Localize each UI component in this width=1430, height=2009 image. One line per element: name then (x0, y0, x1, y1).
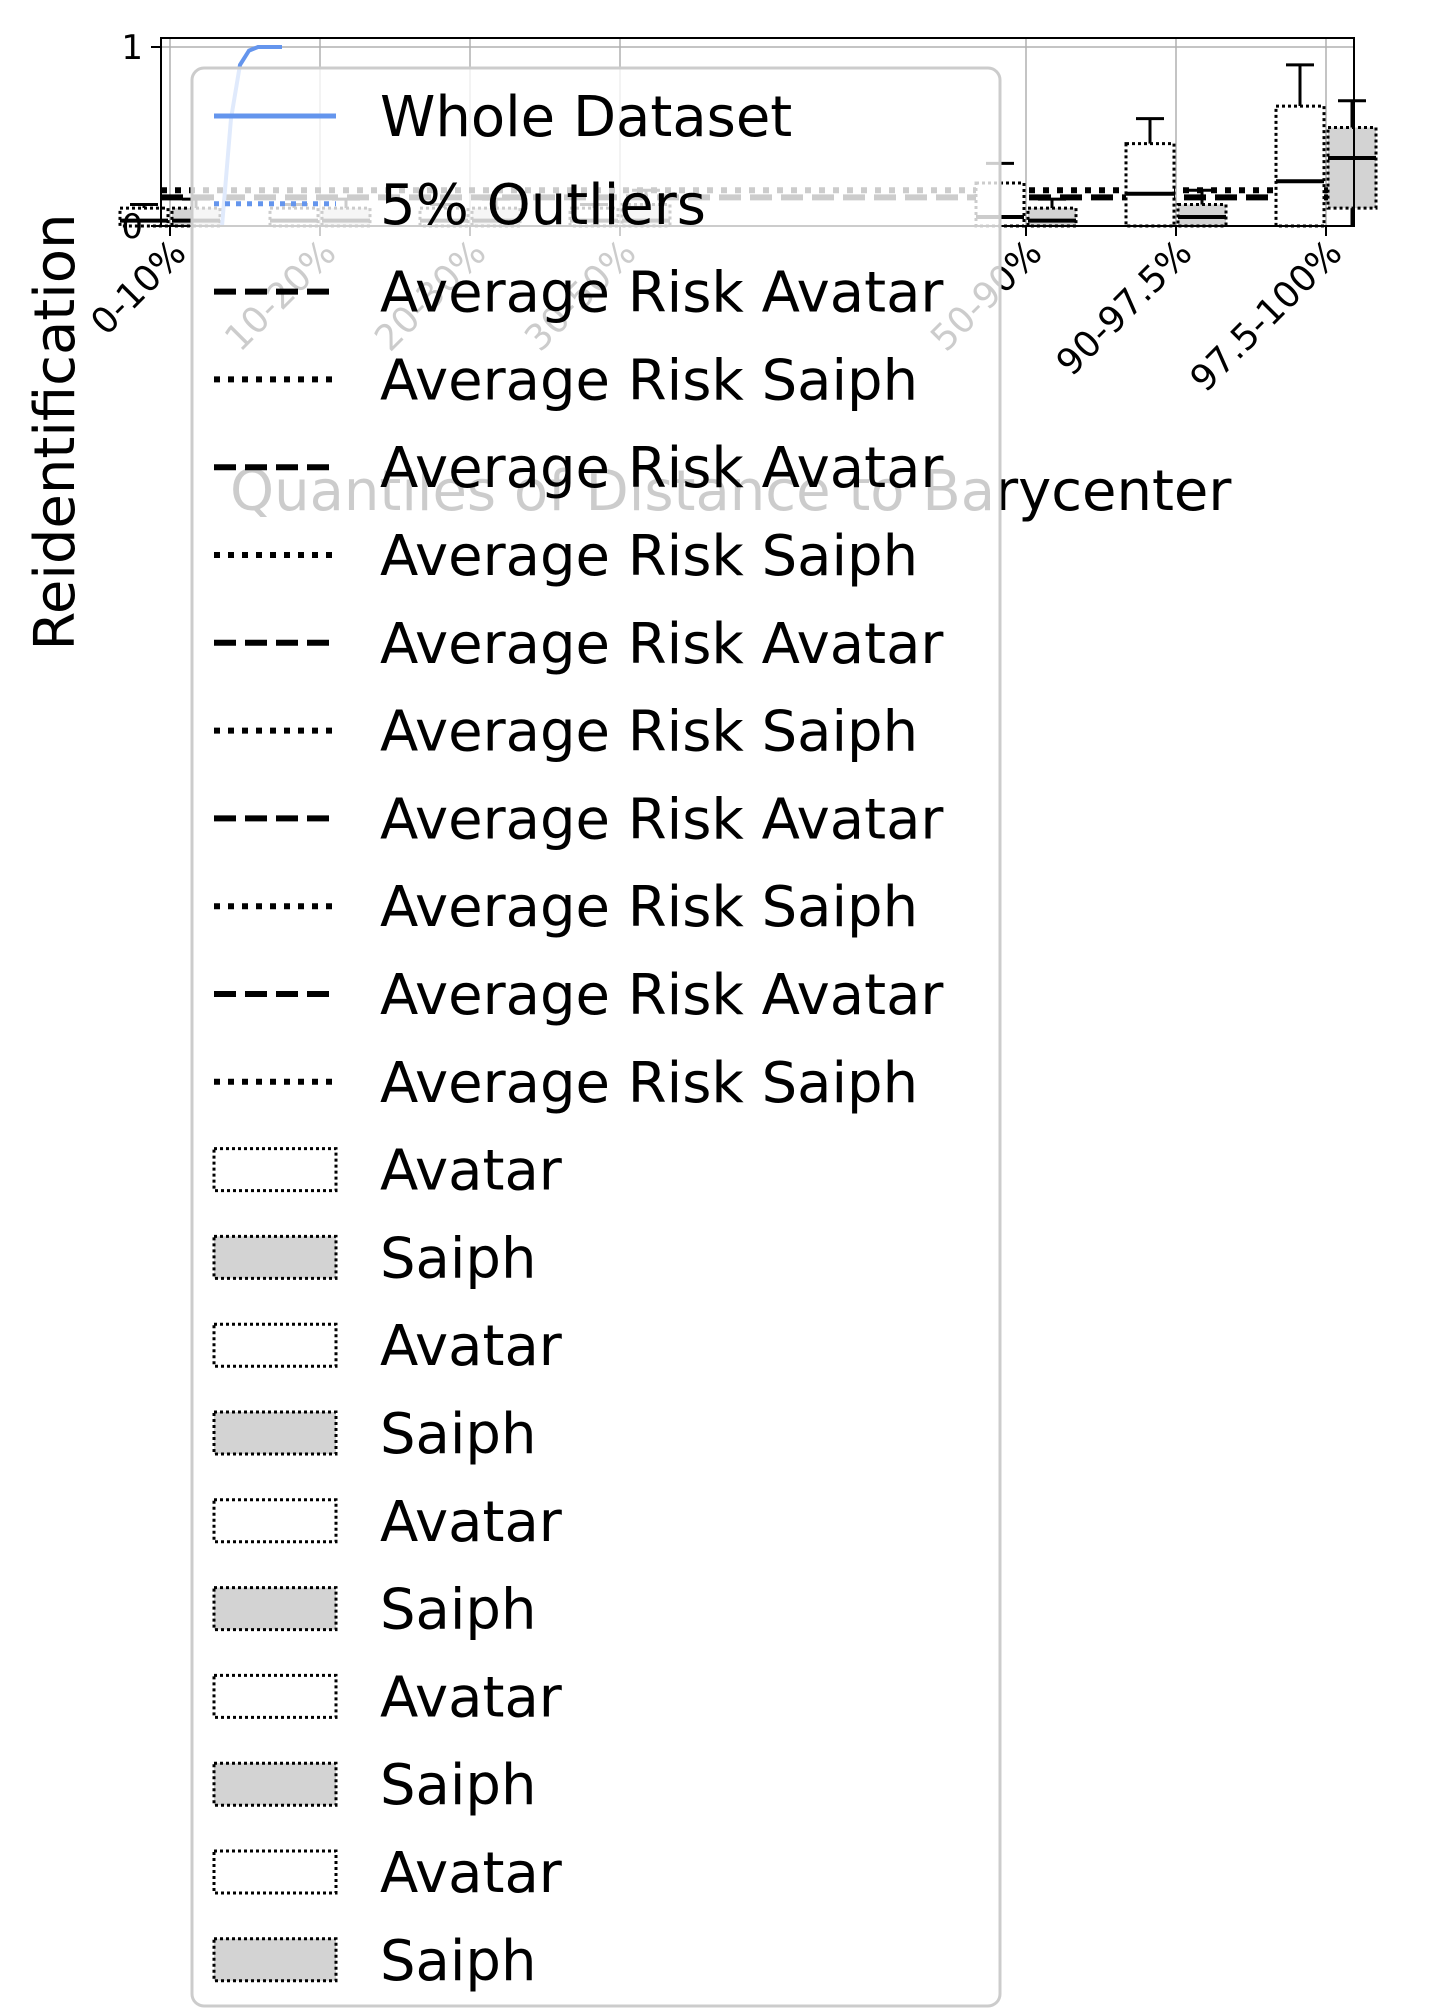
legend-entry-label: Average Risk Saiph (380, 348, 918, 413)
x-tick-label: 0-10% (83, 232, 194, 343)
x-tick-label: 97.5-100% (1183, 232, 1351, 400)
legend-entry-label: Average Risk Saiph (380, 875, 918, 940)
box-saiph (1026, 206, 1078, 228)
legend-entry-label: Whole Dataset (380, 85, 792, 150)
legend-handle-patch (212, 1673, 338, 1719)
legend-entry-label: Saiph (380, 1226, 536, 1291)
legend-entry-label: Saiph (380, 1578, 536, 1643)
legend-entry-label: Average Risk Saiph (380, 1051, 918, 1116)
legend-handle-patch (212, 1761, 338, 1807)
legend-entry-label: 5% Outliers (380, 173, 706, 238)
legend-entry-label: Average Risk Saiph (380, 700, 918, 765)
legend-entry-label: Saiph (380, 1753, 536, 1818)
y-tick-label: 1 (121, 28, 143, 68)
legend-entry-label: Avatar (380, 1841, 563, 1906)
legend-entry-label: Average Risk Avatar (380, 963, 944, 1028)
legend-handle-patch (212, 1586, 338, 1632)
legend-entry-label: Average Risk Saiph (380, 524, 918, 589)
legend: Whole Dataset 5% Outliers Average Risk Ava… (190, 66, 1002, 2008)
legend-entry-label: Average Risk Avatar (380, 436, 944, 501)
legend-handle-patch (212, 1322, 338, 1368)
legend-entry-label: Avatar (380, 1490, 563, 1555)
y-axis-ticks: 01 (121, 28, 161, 247)
y-axis-label: Reidentification (23, 213, 88, 650)
legend-handle-patch (212, 1849, 338, 1895)
legend-entry-label: Saiph (380, 1402, 536, 1467)
legend-frame (190, 66, 1002, 2008)
legend-handle-patch (212, 1147, 338, 1193)
legend-entry-label: Average Risk Avatar (380, 787, 944, 852)
box-avatar (1124, 142, 1176, 228)
legend-handle-patch (212, 1498, 338, 1544)
legend-entry-label: Saiph (380, 1929, 536, 1994)
legend-handle-patch (212, 1937, 338, 1983)
legend-entry-label: Average Risk Avatar (380, 261, 944, 326)
legend-handle-patch (212, 1410, 338, 1456)
legend-entry-label: Average Risk Avatar (380, 612, 944, 677)
legend-entry-label: Avatar (380, 1314, 563, 1379)
box-avatar (1274, 104, 1326, 228)
x-tick-label: 90-97.5% (1049, 232, 1200, 383)
legend-entry-label: Avatar (380, 1139, 563, 1204)
box-saiph (1326, 126, 1378, 210)
legend-handle-patch (212, 1234, 338, 1280)
legend-entry-label: Avatar (380, 1665, 563, 1730)
y-tick-label: 0 (121, 207, 143, 247)
